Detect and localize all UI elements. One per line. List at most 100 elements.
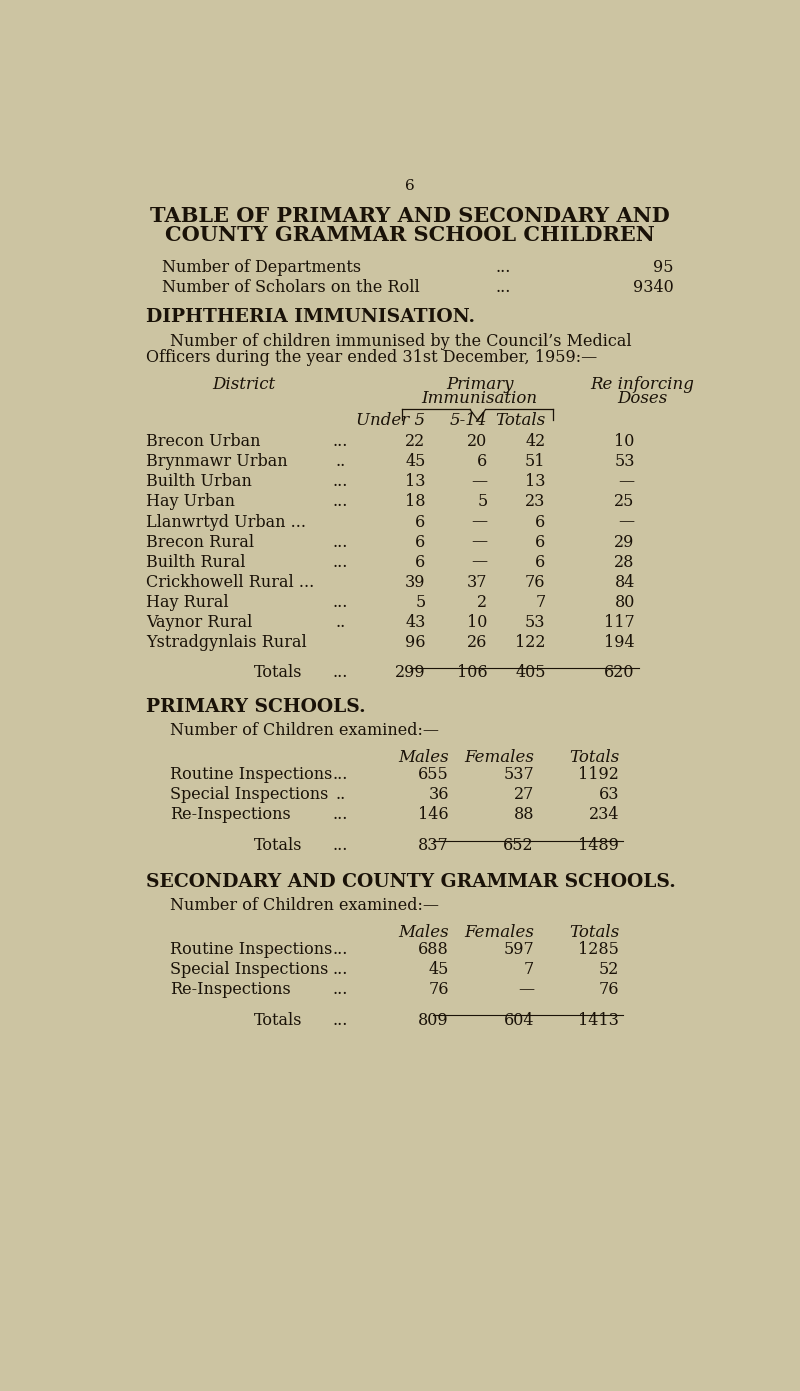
Text: Builth Rural: Builth Rural <box>146 554 246 570</box>
Text: 95: 95 <box>653 259 674 275</box>
Text: 6: 6 <box>415 534 426 551</box>
Text: 25: 25 <box>614 494 634 510</box>
Text: 88: 88 <box>514 807 534 823</box>
Text: 42: 42 <box>526 434 546 451</box>
Text: ...: ... <box>333 534 348 551</box>
Text: —: — <box>471 473 487 491</box>
Text: 6: 6 <box>405 179 415 193</box>
Text: ...: ... <box>333 981 348 997</box>
Text: 405: 405 <box>515 665 546 682</box>
Text: 620: 620 <box>604 665 634 682</box>
Text: Hay Urban: Hay Urban <box>146 494 235 510</box>
Text: 652: 652 <box>503 837 534 854</box>
Text: PRIMARY SCHOOLS.: PRIMARY SCHOOLS. <box>146 698 366 716</box>
Text: Brecon Urban: Brecon Urban <box>146 434 261 451</box>
Text: 537: 537 <box>503 766 534 783</box>
Text: 53: 53 <box>614 453 634 470</box>
Text: Number of Children examined:—: Number of Children examined:— <box>170 722 438 739</box>
Text: Builth Urban: Builth Urban <box>146 473 252 491</box>
Text: —: — <box>471 534 487 551</box>
Text: Totals: Totals <box>569 924 619 940</box>
Text: ...: ... <box>333 961 348 978</box>
Text: 45: 45 <box>428 961 449 978</box>
Text: 1285: 1285 <box>578 940 619 958</box>
Text: Crickhowell Rural ...: Crickhowell Rural ... <box>146 573 314 591</box>
Text: Vaynor Rural: Vaynor Rural <box>146 613 253 630</box>
Text: 1192: 1192 <box>578 766 619 783</box>
Text: 1489: 1489 <box>578 837 619 854</box>
Text: ..: .. <box>335 786 346 803</box>
Text: Hay Rural: Hay Rural <box>146 594 229 611</box>
Text: 29: 29 <box>614 534 634 551</box>
Text: Males: Males <box>398 924 449 940</box>
Text: 9340: 9340 <box>633 278 674 296</box>
Text: ...: ... <box>333 473 348 491</box>
Text: —: — <box>618 513 634 530</box>
Text: 10: 10 <box>467 613 487 630</box>
Text: 1413: 1413 <box>578 1011 619 1029</box>
Text: 146: 146 <box>418 807 449 823</box>
Text: —: — <box>471 513 487 530</box>
Text: Special Inspections: Special Inspections <box>170 786 328 803</box>
Text: 45: 45 <box>405 453 426 470</box>
Text: Number of children immunised by the Council’s Medical: Number of children immunised by the Coun… <box>170 332 631 349</box>
Text: ...: ... <box>495 278 510 296</box>
Text: Primary: Primary <box>446 377 514 394</box>
Text: 80: 80 <box>614 594 634 611</box>
Text: 76: 76 <box>598 981 619 997</box>
Text: 76: 76 <box>428 981 449 997</box>
Text: Females: Females <box>464 924 534 940</box>
Text: 13: 13 <box>405 473 426 491</box>
Text: 655: 655 <box>418 766 449 783</box>
Text: 604: 604 <box>503 1011 534 1029</box>
Text: Ystradgynlais Rural: Ystradgynlais Rural <box>146 634 307 651</box>
Text: 43: 43 <box>405 613 426 630</box>
Text: Re inforcing: Re inforcing <box>590 377 694 394</box>
Text: Totals: Totals <box>254 837 302 854</box>
Text: 299: 299 <box>395 665 426 682</box>
Text: 5: 5 <box>478 494 487 510</box>
Text: 10: 10 <box>614 434 634 451</box>
Text: Officers during the year ended 31st December, 1959:—: Officers during the year ended 31st Dece… <box>146 349 598 366</box>
Text: 39: 39 <box>405 573 426 591</box>
Text: 23: 23 <box>526 494 546 510</box>
Text: Re-Inspections: Re-Inspections <box>170 981 290 997</box>
Text: ...: ... <box>333 665 348 682</box>
Text: ...: ... <box>333 554 348 570</box>
Text: Totals: Totals <box>495 412 546 428</box>
Text: Totals: Totals <box>569 750 619 766</box>
Text: ...: ... <box>495 259 510 275</box>
Text: —: — <box>618 473 634 491</box>
Text: Number of Departments: Number of Departments <box>162 259 361 275</box>
Text: Number of Scholars on the Roll: Number of Scholars on the Roll <box>162 278 420 296</box>
Text: ...: ... <box>333 1011 348 1029</box>
Text: 106: 106 <box>457 665 487 682</box>
Text: Females: Females <box>464 750 534 766</box>
Text: 26: 26 <box>467 634 487 651</box>
Text: Routine Inspections: Routine Inspections <box>170 940 332 958</box>
Text: 5-14: 5-14 <box>450 412 487 428</box>
Text: TABLE OF PRIMARY AND SECONDARY AND: TABLE OF PRIMARY AND SECONDARY AND <box>150 206 670 227</box>
Text: 20: 20 <box>467 434 487 451</box>
Text: 76: 76 <box>525 573 546 591</box>
Text: —: — <box>518 981 534 997</box>
Text: Under 5: Under 5 <box>356 412 426 428</box>
Text: 2: 2 <box>478 594 487 611</box>
Text: Re-Inspections: Re-Inspections <box>170 807 290 823</box>
Text: 52: 52 <box>599 961 619 978</box>
Text: Doses: Doses <box>618 391 668 408</box>
Text: 6: 6 <box>415 554 426 570</box>
Text: ...: ... <box>333 940 348 958</box>
Text: 28: 28 <box>614 554 634 570</box>
Text: 597: 597 <box>503 940 534 958</box>
Text: DIPHTHERIA IMMUNISATION.: DIPHTHERIA IMMUNISATION. <box>146 309 475 327</box>
Text: 51: 51 <box>525 453 546 470</box>
Text: Brynmawr Urban: Brynmawr Urban <box>146 453 288 470</box>
Text: 234: 234 <box>589 807 619 823</box>
Text: ..: .. <box>335 613 346 630</box>
Text: Males: Males <box>398 750 449 766</box>
Text: ...: ... <box>333 807 348 823</box>
Text: Immunisation: Immunisation <box>422 391 538 408</box>
Text: 688: 688 <box>418 940 449 958</box>
Text: District: District <box>212 377 275 394</box>
